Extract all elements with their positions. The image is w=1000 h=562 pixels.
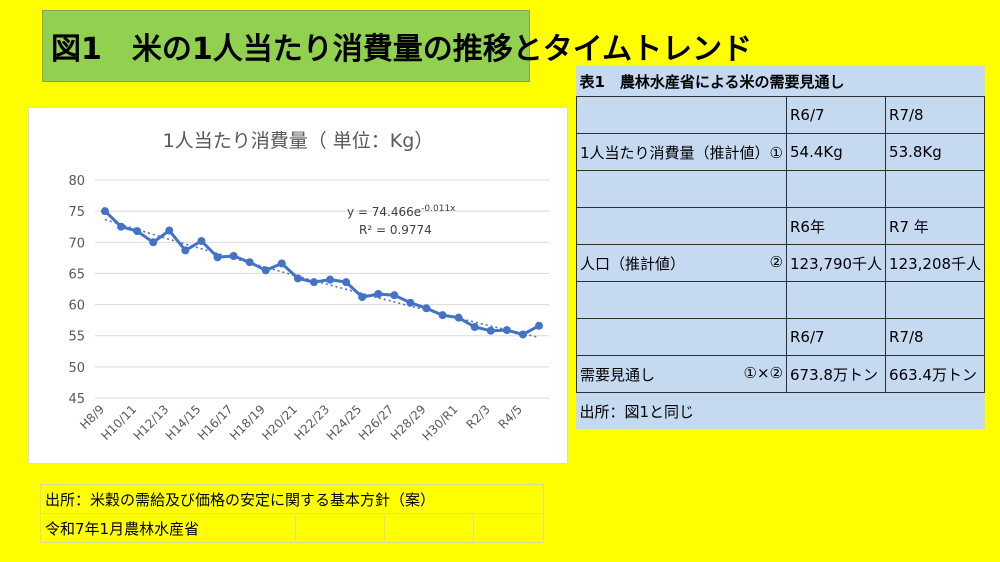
demand-table: 表1 農林水産省による米の需要見通し R6/7 R7/8 1人当たり消費量（推計値）… — [576, 66, 986, 430]
table-row: 需要見通し ①×② 673.8万トン 663.4万トン — [576, 355, 986, 393]
data-point — [309, 278, 318, 287]
row-label: 1人当たり消費量（推計値）① — [580, 143, 783, 162]
value-cell-1: 673.8万トン — [785, 355, 887, 393]
data-point — [486, 326, 495, 335]
table-footer: 出所：図1と同じ — [579, 402, 695, 421]
y-tick-label: 50 — [68, 361, 85, 376]
table-row — [576, 281, 986, 319]
row-label-cell — [576, 207, 787, 245]
table-row — [576, 170, 986, 208]
data-point — [133, 227, 142, 236]
data-point — [326, 275, 335, 284]
source-line-2: 令和7年1月農林水産省 — [40, 513, 296, 543]
data-point — [245, 258, 254, 267]
table-caption: 表1 農林水産省による米の需要見通し — [579, 72, 845, 91]
table-footer-row: 出所：図1と同じ — [577, 393, 985, 430]
row-label-cell — [576, 96, 787, 134]
series-line — [103, 210, 540, 337]
data-point — [101, 207, 109, 216]
data-point — [261, 266, 270, 275]
x-tick-label: R4/5 — [496, 402, 525, 431]
data-point — [181, 246, 190, 255]
row-label-cell: 需要見通し ①×② — [576, 355, 787, 393]
data-point — [117, 222, 126, 231]
table-row: 人口（推計値） ② 123,790千人 123,208千人 — [576, 244, 986, 282]
data-point — [358, 293, 367, 302]
y-tick-label: 80 — [68, 174, 85, 189]
chart-title: 1人当たり消費量（ 単位：Kg） — [162, 130, 434, 152]
data-point — [422, 304, 431, 313]
value-cell-1 — [785, 281, 887, 319]
data-point — [197, 237, 206, 246]
y-tick-label: 45 — [68, 392, 85, 407]
source-empty-cell — [473, 513, 544, 543]
data-point — [374, 289, 383, 298]
value-cell-1: 54.4Kg — [785, 133, 887, 171]
data-point — [406, 298, 415, 307]
trendline — [104, 218, 540, 339]
equation-base: y = 74.466e — [347, 205, 421, 219]
value-cell-1: R6/7 — [785, 318, 887, 356]
source-line-1: 出所：米穀の需給及び価格の安定に関する基本方針（案） — [40, 484, 544, 514]
source-empty-cell — [384, 513, 474, 543]
row-label-cell — [576, 170, 787, 208]
value-cell-2: 53.8Kg — [885, 133, 986, 171]
value-cell-2: R7/8 — [885, 96, 986, 134]
r-squared-label: R² = 0.9774 — [359, 223, 432, 237]
data-point — [470, 322, 479, 331]
data-point — [229, 251, 238, 260]
value-cell-1: R6年 — [785, 207, 887, 245]
y-tick-label: 70 — [68, 236, 85, 251]
x-tick-label: R2/3 — [463, 402, 492, 431]
data-point — [213, 253, 222, 262]
row-label-cell — [576, 281, 787, 319]
data-point — [165, 226, 174, 235]
chart-area: 1人当たり消費量（ 単位：Kg） 45 50 55 60 65 70 75 80 H8/9 H10… — [28, 107, 568, 464]
y-tick-label: 55 — [68, 330, 85, 345]
table-row: R6/7 R7/8 — [576, 96, 986, 134]
y-tick-label: 75 — [68, 205, 85, 220]
data-point — [454, 313, 463, 322]
row-label: 需要見通し — [580, 365, 656, 384]
table-row: R6年 R7 年 — [576, 207, 986, 245]
data-point — [438, 311, 447, 320]
value-cell-1: 123,790千人 — [785, 244, 887, 282]
table-row: 1人当たり消費量（推計値）① 54.4Kg 53.8Kg — [576, 133, 986, 171]
data-point — [390, 291, 399, 300]
x-tick-label: H30/R1 — [420, 402, 461, 443]
source-empty-cell — [295, 513, 385, 543]
data-point — [293, 274, 302, 283]
y-tick-label: 65 — [68, 267, 85, 282]
data-point — [535, 321, 543, 330]
row-label-cell: 人口（推計値） ② — [576, 244, 787, 282]
data-point — [502, 326, 511, 335]
value-cell-2: 123,208千人 — [885, 244, 986, 282]
value-cell-2: R7/8 — [885, 318, 986, 356]
row-label-cell: 1人当たり消費量（推計値）① — [576, 133, 787, 171]
source-table: 出所：米穀の需給及び価格の安定に関する基本方針（案） 令和7年1月農林水産省 — [40, 484, 544, 543]
value-cell-2 — [885, 281, 986, 319]
data-point — [277, 259, 286, 268]
figure-title-box: 図1 米の1人当たり消費量の推移とタイムトレンド — [42, 10, 752, 82]
row-label-cell — [576, 318, 787, 356]
equation-exponent: -0.011x — [421, 204, 456, 214]
trendline-equation: y = 74.466e-0.011x — [347, 204, 456, 219]
table-row: R6/7 R7/8 — [576, 318, 986, 356]
y-tick-label: 60 — [68, 299, 85, 314]
figure-title: 図1 米の1人当たり消費量の推移とタイムトレンド — [51, 32, 753, 67]
data-point — [518, 330, 527, 339]
line-chart: 4550556065707580H8/9H10/11H12/13H14/15H1… — [68, 174, 549, 443]
value-cell-2 — [885, 170, 986, 208]
value-cell-1 — [785, 170, 887, 208]
value-cell-2: 663.4万トン — [885, 355, 986, 393]
row-tag: ② — [769, 252, 783, 271]
data-point — [149, 238, 158, 247]
value-cell-1: R6/7 — [785, 96, 887, 134]
row-label: 人口（推計値） — [580, 254, 686, 273]
row-tag: ①×② — [743, 363, 783, 382]
data-point — [342, 278, 351, 287]
value-cell-2: R7 年 — [885, 207, 986, 245]
